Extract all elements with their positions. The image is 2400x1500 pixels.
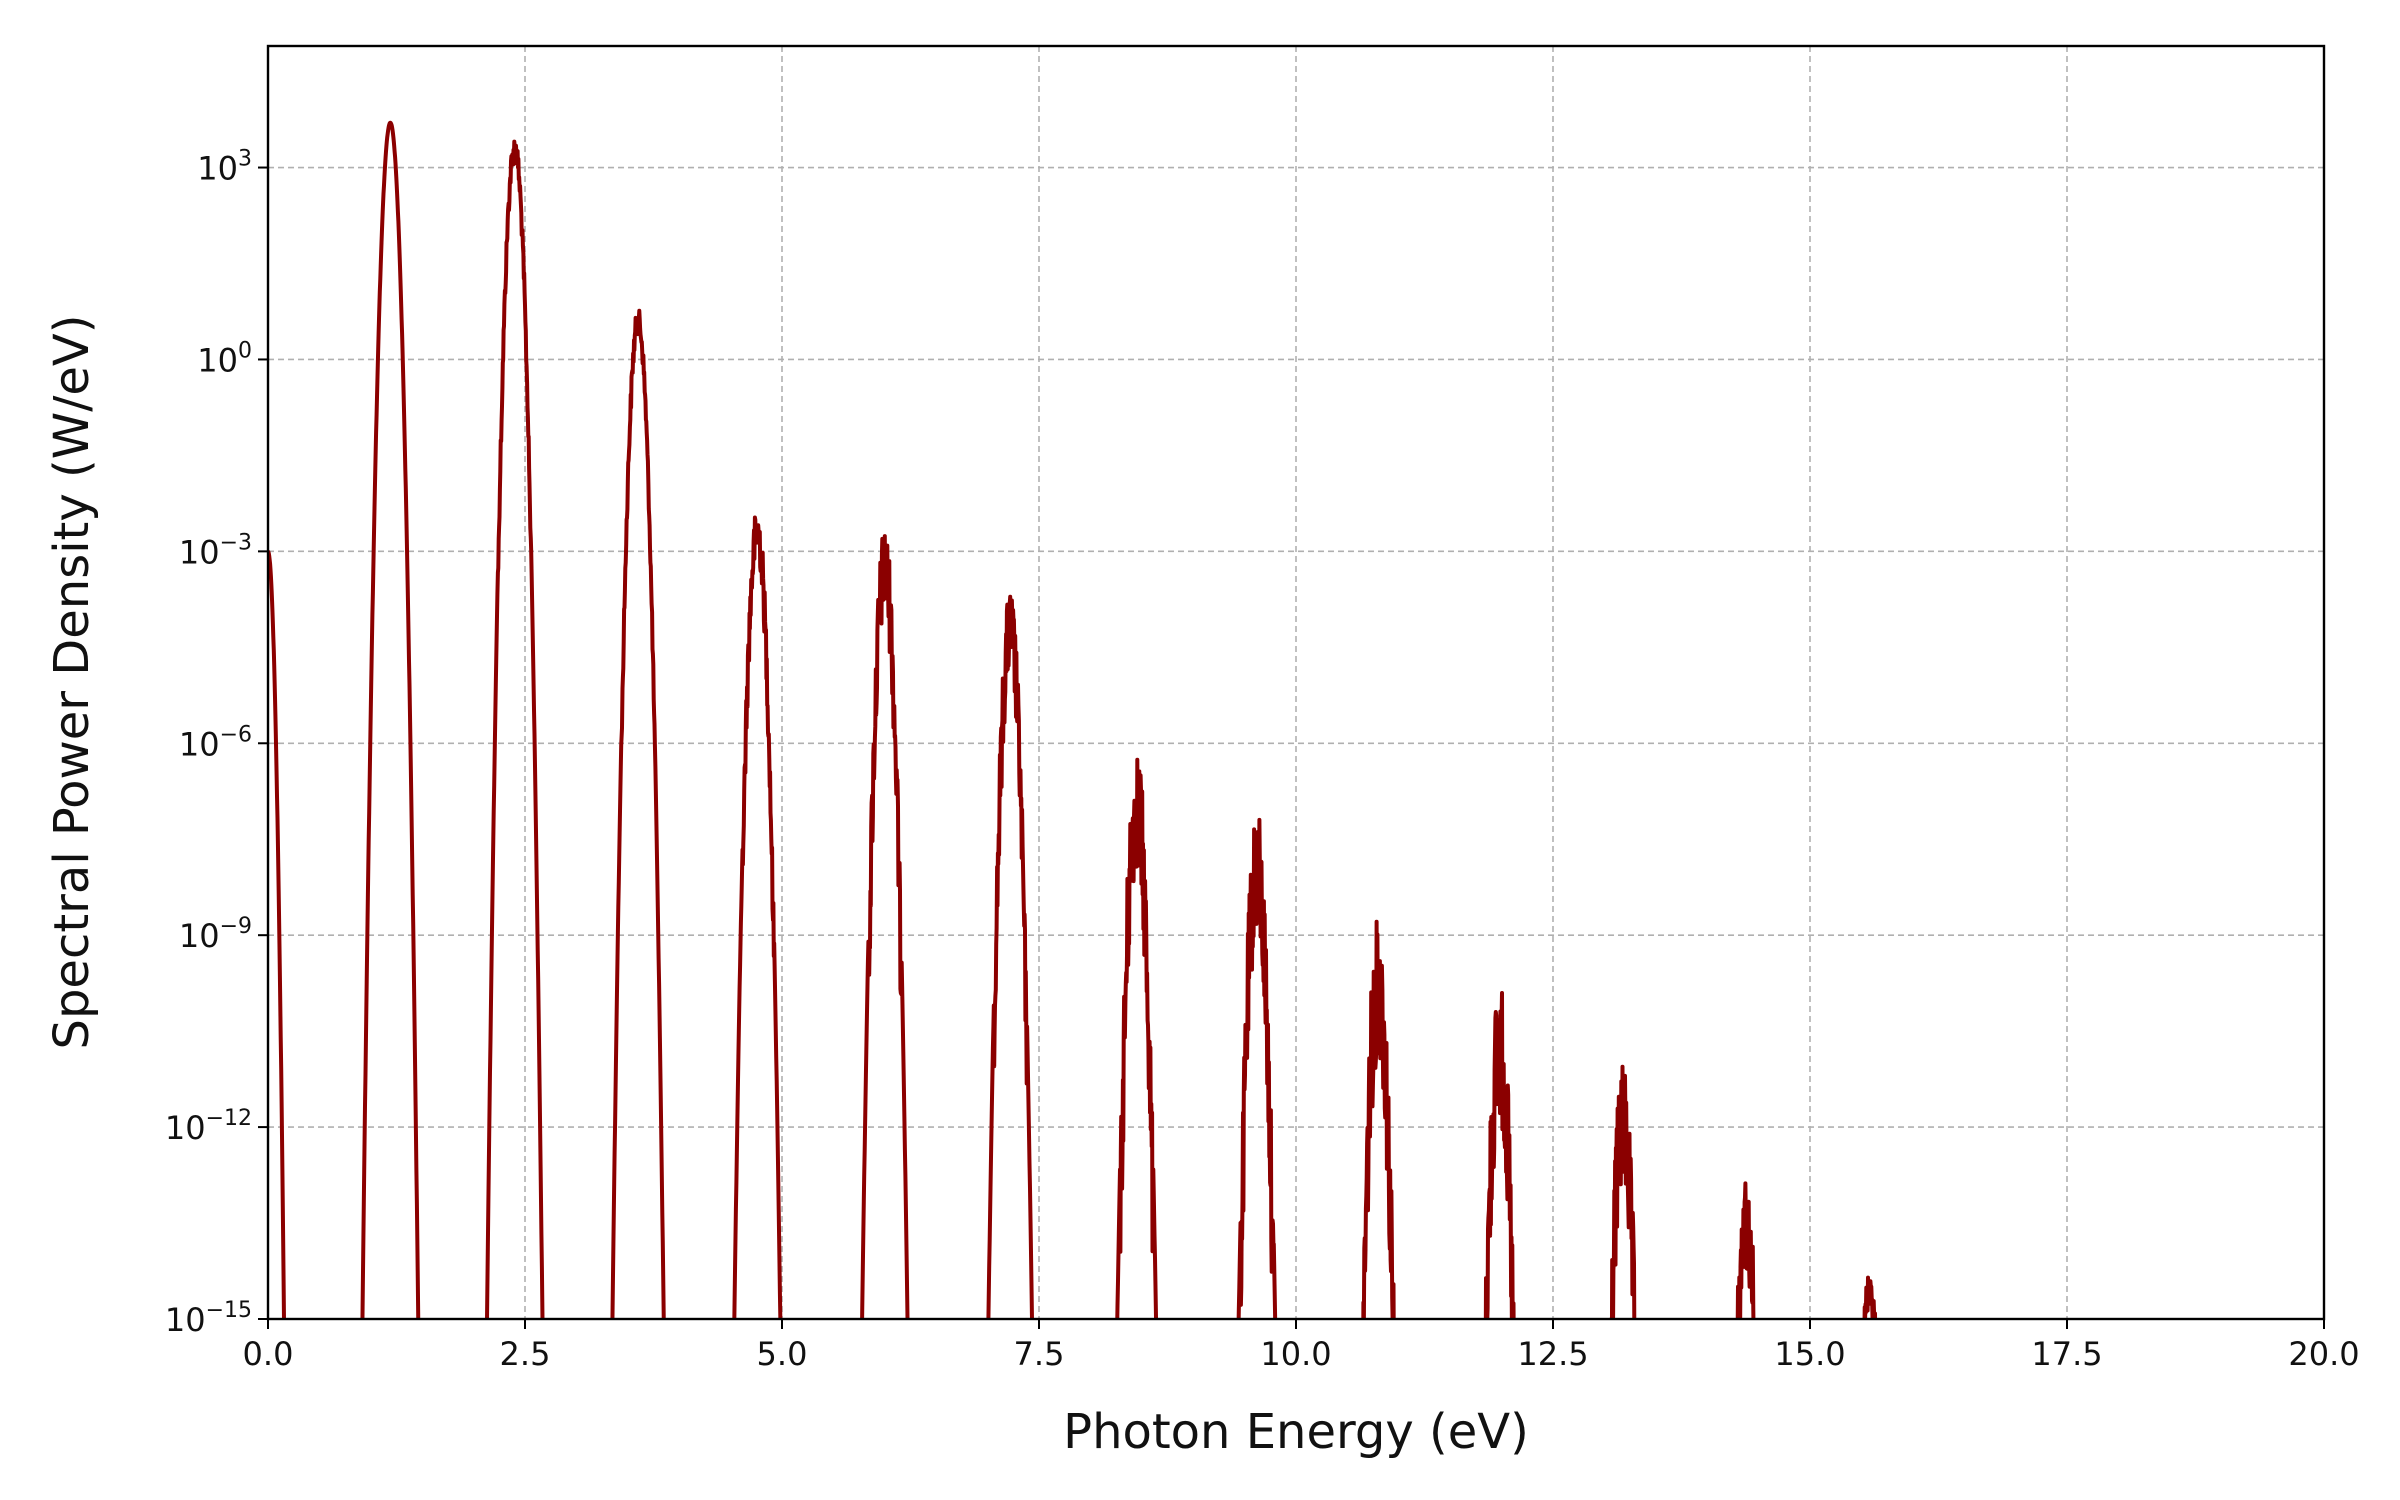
x-tick-label: 10.0 <box>1260 1335 1331 1373</box>
y-tick-label: 100 <box>197 338 252 379</box>
grid-lines <box>268 46 2324 1319</box>
y-tick-label: 10−6 <box>179 722 252 763</box>
y-tick-label: 103 <box>197 147 252 188</box>
y-tick-label: 10−15 <box>165 1298 252 1339</box>
x-tick-label: 0.0 <box>243 1335 294 1373</box>
x-tick-label: 5.0 <box>757 1335 808 1373</box>
y-tick-label: 10−3 <box>179 530 252 571</box>
x-axis: 0.0 2.5 5.0 7.5 10.0 12.5 15.0 17.5 20.0 <box>243 1319 2360 1373</box>
y-axis: 10−15 10−12 10−9 10−6 10−3 100 103 <box>165 147 268 1339</box>
x-tick-label: 7.5 <box>1014 1335 1065 1373</box>
x-tick-label: 17.5 <box>2031 1335 2102 1373</box>
y-tick-label: 10−9 <box>179 914 252 955</box>
x-tick-label: 15.0 <box>1774 1335 1845 1373</box>
x-tick-label: 2.5 <box>500 1335 551 1373</box>
x-tick-label: 12.5 <box>1517 1335 1588 1373</box>
y-axis-label: Spectral Power Density (W/eV) <box>44 315 100 1050</box>
y-tick-label: 10−12 <box>165 1106 252 1147</box>
x-axis-label: Photon Energy (eV) <box>1063 1404 1529 1460</box>
x-tick-label: 20.0 <box>2288 1335 2359 1373</box>
